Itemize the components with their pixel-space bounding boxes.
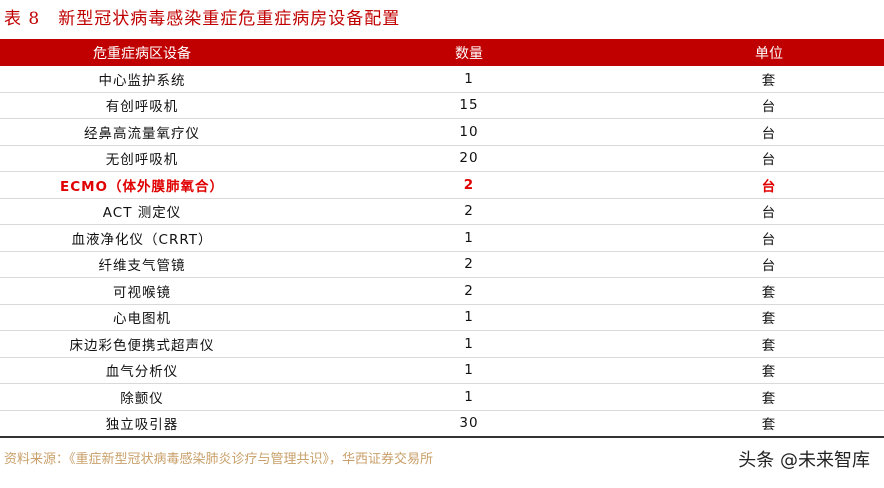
unit-cell: 套 (654, 304, 884, 331)
table-title: 表 8 新型冠状病毒感染重症危重症病房设备配置 (4, 9, 401, 29)
table-row: 除颤仪 1 套 (0, 383, 884, 411)
table-row: 独立吸引器 30 套 (0, 410, 884, 438)
equipment-table: 危重症病区设备 数量 单位 中心监护系统 1 套有创呼吸机 15 台经鼻高流量氧疗仪 10… (0, 39, 884, 438)
quantity-cell: 2 (284, 198, 654, 225)
table-row: 心电图机 1 套 (0, 304, 884, 331)
unit-cell: 台 (654, 171, 884, 199)
equipment-cell: 除颤仪 (0, 383, 284, 411)
unit-cell: 套 (654, 330, 884, 358)
quantity-cell: 10 (284, 118, 654, 146)
quantity-cell: 1 (284, 357, 654, 384)
equipment-cell: 有创呼吸机 (0, 92, 284, 119)
table-row: 有创呼吸机 15 台 (0, 92, 884, 119)
unit-cell: 套 (654, 383, 884, 411)
table-row: ECMO（体外膜肺氧合） 2 台 (0, 171, 884, 199)
equipment-cell: 血液净化仪（CRRT） (0, 224, 284, 252)
equipment-cell: 床边彩色便携式超声仪 (0, 330, 284, 358)
quantity-cell: 1 (284, 224, 654, 252)
unit-cell: 套 (654, 277, 884, 305)
unit-cell: 套 (654, 66, 884, 93)
quantity-cell: 30 (284, 410, 654, 438)
table-row: 床边彩色便携式超声仪 1 套 (0, 330, 884, 358)
quantity-cell: 20 (284, 145, 654, 172)
table-row: 血气分析仪 1 套 (0, 357, 884, 384)
table-row: ACT 测定仪 2 台 (0, 198, 884, 225)
source-note: 资料来源：《重症新型冠状病毒感染肺炎诊疗与管理共识》，华西证券交易所 (4, 452, 434, 467)
table-row: 无创呼吸机 20 台 (0, 145, 884, 172)
table-row: 可视喉镜 2 套 (0, 277, 884, 305)
quantity-cell: 2 (284, 171, 654, 199)
quantity-cell: 1 (284, 66, 654, 93)
quantity-cell: 1 (284, 383, 654, 411)
table-header: 危重症病区设备 数量 单位 (0, 39, 884, 66)
equipment-cell: ECMO（体外膜肺氧合） (0, 171, 284, 199)
table-row: 经鼻高流量氧疗仪 10 台 (0, 118, 884, 146)
equipment-cell: 独立吸引器 (0, 410, 284, 438)
equipment-cell: ACT 测定仪 (0, 198, 284, 225)
header-unit: 单位 (654, 39, 884, 66)
equipment-cell: 中心监护系统 (0, 66, 284, 93)
unit-cell: 台 (654, 251, 884, 278)
unit-cell: 台 (654, 118, 884, 146)
table-row: 中心监护系统 1 套 (0, 66, 884, 93)
table-row: 纤维支气管镜 2 台 (0, 251, 884, 278)
watermark: 头条 @未来智库 (738, 450, 870, 471)
equipment-cell: 纤维支气管镜 (0, 251, 284, 278)
quantity-cell: 2 (284, 251, 654, 278)
equipment-cell: 无创呼吸机 (0, 145, 284, 172)
table-row: 血液净化仪（CRRT） 1 台 (0, 224, 884, 252)
quantity-cell: 2 (284, 277, 654, 305)
equipment-cell: 可视喉镜 (0, 277, 284, 305)
header-quantity: 数量 (284, 39, 654, 66)
unit-cell: 套 (654, 410, 884, 438)
equipment-cell: 血气分析仪 (0, 357, 284, 384)
quantity-cell: 1 (284, 304, 654, 331)
unit-cell: 台 (654, 198, 884, 225)
header-equipment: 危重症病区设备 (0, 39, 284, 66)
equipment-cell: 经鼻高流量氧疗仪 (0, 118, 284, 146)
equipment-cell: 心电图机 (0, 304, 284, 331)
unit-cell: 台 (654, 92, 884, 119)
unit-cell: 台 (654, 224, 884, 252)
unit-cell: 套 (654, 357, 884, 384)
unit-cell: 台 (654, 145, 884, 172)
quantity-cell: 1 (284, 330, 654, 358)
quantity-cell: 15 (284, 92, 654, 119)
